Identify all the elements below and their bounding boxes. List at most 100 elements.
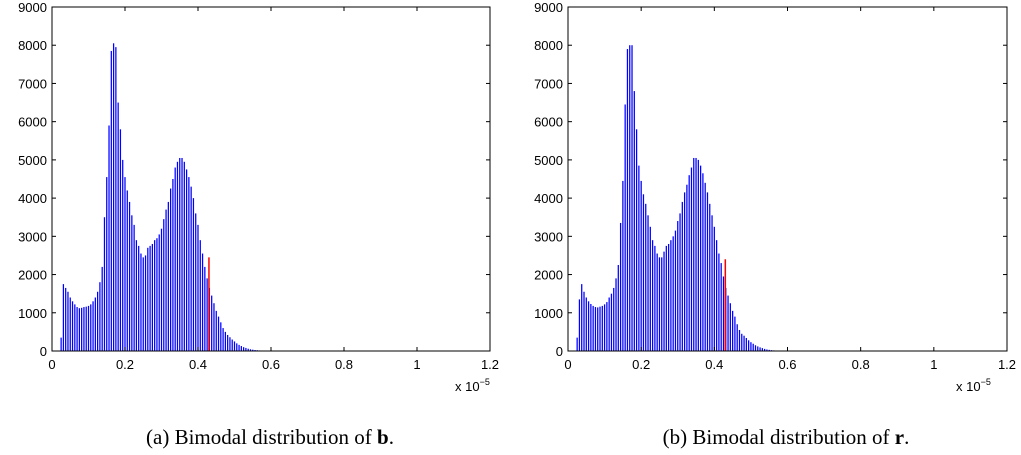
histogram-bar <box>608 297 610 351</box>
histogram-bar <box>665 245 667 351</box>
y-tick-label: 1000 <box>18 306 47 321</box>
histogram-bar <box>585 297 587 351</box>
histogram-bar <box>167 201 169 351</box>
y-tick-label: 7000 <box>18 76 47 91</box>
histogram-bar <box>718 253 720 351</box>
y-tick-label: 6000 <box>18 115 47 130</box>
histogram-bar <box>97 291 99 351</box>
histogram-bar <box>154 240 156 351</box>
histogram-bar <box>106 177 108 351</box>
histogram-bar <box>699 165 702 351</box>
histogram-bar <box>108 125 110 352</box>
histogram-bar <box>745 338 747 351</box>
x-tick-label: 0.2 <box>632 357 650 372</box>
chart-a-bars <box>60 43 270 352</box>
histogram-bar <box>587 301 590 351</box>
histogram-bar <box>217 316 220 351</box>
histogram-bar <box>578 299 581 351</box>
y-tick-label: 5000 <box>534 153 563 168</box>
x-tick-label: 1.2 <box>481 357 499 372</box>
histogram-bar <box>149 245 151 351</box>
histogram-bar <box>126 190 128 351</box>
histogram-bar <box>74 304 76 351</box>
y-tick-label: 6000 <box>534 115 563 130</box>
histogram-bar <box>635 129 638 351</box>
chart-a-x-multiplier: x 10−5 <box>455 377 490 394</box>
x-tick-label: 0.8 <box>852 357 870 372</box>
y-tick-label: 0 <box>556 344 563 359</box>
y-tick-label: 9000 <box>18 0 47 15</box>
x-tick-label: 1 <box>930 357 937 372</box>
chart-a-ticks: 0 0.2 0.4 0.6 0.8 1 1.2 0 1000 2000 3000 4000 5000 60… <box>18 0 499 372</box>
histogram-bar <box>201 253 204 351</box>
histogram-bar <box>741 333 743 351</box>
y-tick-label: 9000 <box>534 0 563 15</box>
histogram-bar <box>156 238 158 351</box>
chart-b-caption: (b) Bimodal distribution of r. <box>663 425 910 449</box>
histogram-bar <box>647 215 649 351</box>
y-tick-label: 2000 <box>18 268 47 283</box>
y-tick-label: 1000 <box>534 306 563 321</box>
histogram-bar <box>626 49 629 351</box>
histogram-bar <box>147 247 149 351</box>
x-tick-label: 0 <box>564 357 571 372</box>
histogram-bar <box>683 192 686 351</box>
histogram-bar <box>656 253 658 351</box>
histogram-bar <box>85 306 87 351</box>
histogram-bar <box>245 347 247 351</box>
chart-b: 0 0.2 0.4 0.6 0.8 1 1.2 0 1000 2000 3000 4000 5000 60… <box>534 0 1016 449</box>
histogram-bar <box>581 284 583 351</box>
y-tick-label: 4000 <box>18 191 47 206</box>
histogram-bar <box>695 157 697 351</box>
x-tick-label: 0 <box>48 357 55 372</box>
histogram-bar <box>594 307 597 351</box>
y-tick-label: 2000 <box>534 268 563 283</box>
histogram-bar <box>672 236 674 351</box>
histogram-bar <box>686 184 688 351</box>
histogram-bar <box>192 198 195 351</box>
histogram-bar <box>617 265 619 351</box>
chart-b-x-multiplier: x 10−5 <box>956 377 991 394</box>
histogram-bar <box>610 293 613 351</box>
histogram-bar <box>92 301 94 351</box>
histogram-bar <box>103 217 106 351</box>
y-tick-label: 7000 <box>534 76 563 91</box>
histogram-bar <box>238 344 240 351</box>
chart-b-ticks: 0 0.2 0.4 0.6 0.8 1 1.2 0 1000 2000 3000 4000 5000 60… <box>534 0 1016 372</box>
histogram-bar <box>727 295 729 351</box>
y-tick-label: 4000 <box>534 191 563 206</box>
histogram-bar <box>115 47 117 351</box>
histogram-bar <box>206 278 208 351</box>
histogram-bar <box>670 240 672 351</box>
histogram-bar <box>599 306 601 351</box>
x-tick-label: 0.4 <box>705 357 723 372</box>
histogram-bar <box>204 266 206 351</box>
histogram-bar <box>112 43 115 352</box>
histogram-bar <box>233 341 236 351</box>
histogram-bar <box>128 201 131 351</box>
x-tick-label: 0.4 <box>189 357 207 372</box>
histogram-bar <box>748 340 750 351</box>
histogram-bar <box>83 307 85 351</box>
histogram-bar <box>179 157 181 351</box>
histogram-bar <box>211 295 213 351</box>
histogram-bar <box>158 234 160 351</box>
histogram-bar <box>592 305 594 351</box>
histogram-bar <box>688 175 690 351</box>
x-tick-label: 0.6 <box>262 357 280 372</box>
histogram-bar <box>220 322 222 351</box>
histogram-bar <box>722 276 725 351</box>
histogram-bar <box>674 230 677 351</box>
histogram-bar <box>631 45 633 351</box>
histogram-bar <box>213 303 215 351</box>
histogram-bar <box>151 243 153 351</box>
histogram-bar <box>62 284 65 351</box>
histogram-bar <box>165 209 167 351</box>
histogram-bar <box>176 161 179 351</box>
histogram-bar <box>702 173 704 351</box>
y-tick-label: 0 <box>40 344 47 359</box>
histogram-bar <box>110 50 112 352</box>
histogram-bar <box>185 169 188 351</box>
histogram-bar <box>713 226 715 351</box>
